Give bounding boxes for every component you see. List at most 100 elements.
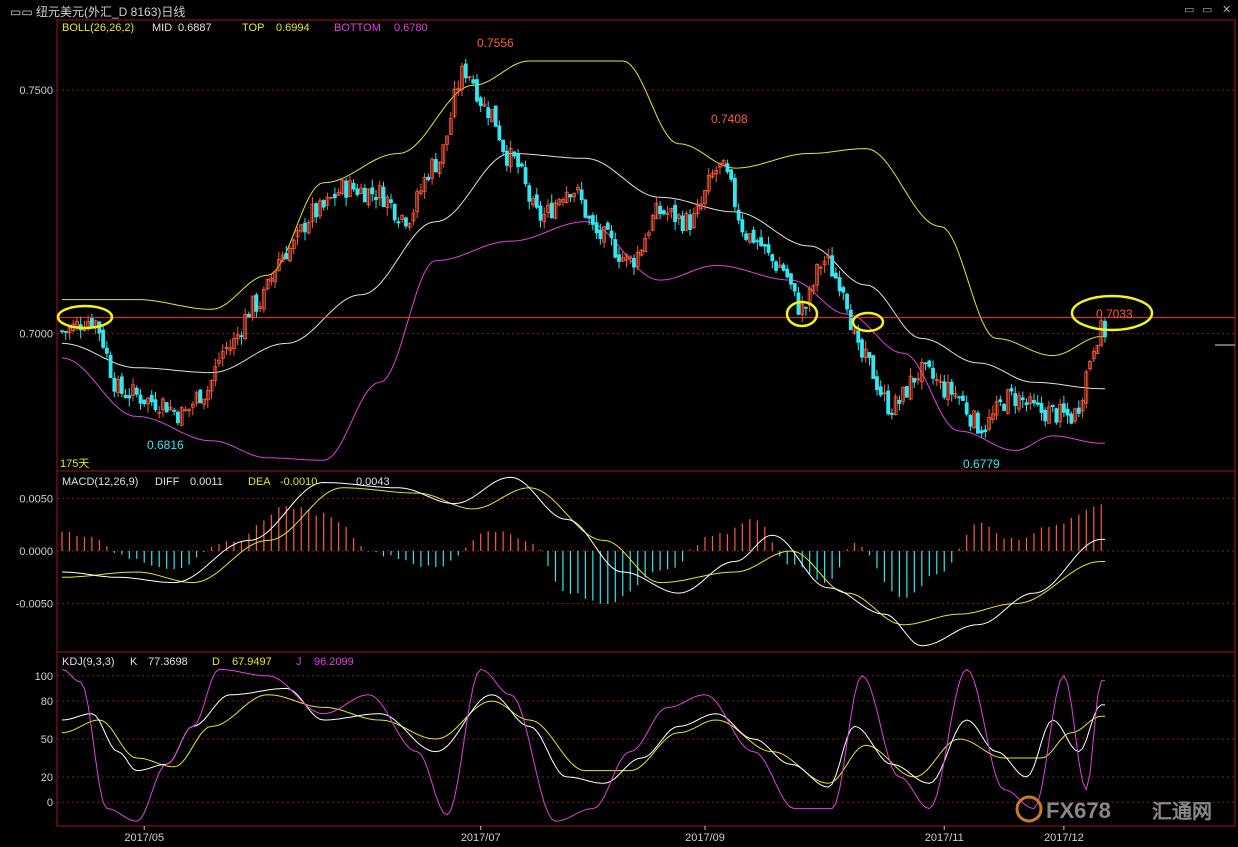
candle-body bbox=[699, 203, 704, 209]
candle-body bbox=[1099, 320, 1104, 346]
candle-body bbox=[1076, 407, 1081, 414]
close-icon[interactable]: ✕ bbox=[1222, 4, 1232, 16]
candle-body bbox=[826, 255, 831, 259]
candle-body bbox=[314, 203, 319, 218]
boll-bottom-line bbox=[61, 221, 1105, 461]
candle-body bbox=[1013, 393, 1018, 406]
candle-body bbox=[927, 360, 932, 367]
candle-body bbox=[273, 270, 277, 282]
candle-body bbox=[460, 65, 464, 90]
price-tick-label: 0.7000 bbox=[19, 329, 53, 341]
highlight-ellipse-4 bbox=[1070, 294, 1154, 332]
kdj-tick-label: 20 bbox=[41, 772, 53, 784]
candle-body bbox=[751, 229, 756, 243]
candle-body bbox=[706, 174, 711, 192]
candle-body bbox=[220, 350, 225, 360]
candle-body bbox=[531, 197, 535, 206]
macd-diff-line bbox=[61, 476, 1105, 647]
candle-body bbox=[1009, 388, 1014, 392]
candle-body bbox=[916, 378, 920, 381]
candle-body bbox=[119, 376, 124, 394]
candle-body bbox=[478, 97, 483, 106]
candle-body bbox=[441, 144, 446, 164]
candle-body bbox=[172, 409, 177, 412]
candle-body bbox=[972, 410, 977, 429]
candle-body bbox=[280, 254, 285, 263]
candle-body bbox=[733, 177, 737, 208]
minimize-icon[interactable]: ▭ bbox=[1184, 4, 1195, 16]
candle-body bbox=[332, 193, 337, 199]
candle-body bbox=[321, 199, 326, 208]
candle-body bbox=[747, 233, 752, 243]
candle-body bbox=[957, 396, 962, 399]
kdj-j-label: J bbox=[296, 656, 302, 668]
candle-body bbox=[714, 169, 719, 175]
candle-body bbox=[190, 403, 195, 408]
candle-body bbox=[818, 266, 823, 269]
candle-body bbox=[897, 400, 902, 404]
candle-body bbox=[471, 79, 476, 84]
candle-body bbox=[650, 215, 655, 231]
candle-body bbox=[344, 180, 349, 198]
macd-value: 0.0043 bbox=[356, 476, 390, 488]
macd-name: MACD(12,26,9) bbox=[62, 476, 138, 488]
candle-body bbox=[755, 240, 760, 243]
candle-body bbox=[549, 202, 554, 219]
macd-panel bbox=[61, 476, 1105, 647]
candle-body bbox=[138, 394, 143, 404]
candle-body bbox=[475, 79, 479, 102]
candle-body bbox=[157, 411, 162, 414]
candle-body bbox=[789, 273, 793, 285]
candle-body bbox=[355, 188, 360, 196]
candle-body bbox=[146, 397, 150, 405]
candle-body bbox=[261, 288, 266, 310]
window-title: ▭▭ 纽元美元(外汇_D 8163)日线 bbox=[10, 5, 186, 19]
highlight-ellipse-1 bbox=[56, 304, 114, 330]
candle-body bbox=[777, 264, 782, 268]
watermark-logo-icon bbox=[1015, 795, 1043, 823]
candle-body bbox=[833, 272, 838, 279]
boll-top-label: TOP bbox=[242, 22, 264, 34]
candle-body bbox=[452, 88, 457, 117]
kdj-k-line bbox=[61, 687, 1105, 788]
candle-body bbox=[949, 381, 954, 395]
candle-body bbox=[605, 222, 610, 230]
candle-body bbox=[418, 190, 423, 194]
candle-body bbox=[404, 217, 408, 227]
high-label-1: 0.7556 bbox=[477, 36, 514, 50]
candle-body bbox=[1054, 408, 1059, 423]
candle-body bbox=[654, 203, 659, 220]
candle-body bbox=[104, 347, 109, 354]
candle-body bbox=[422, 176, 427, 192]
watermark: FX678 汇通网 bbox=[1015, 795, 1212, 823]
candle-body bbox=[908, 375, 913, 400]
candle-body bbox=[673, 204, 677, 223]
candle-body bbox=[194, 392, 199, 404]
candle-body bbox=[318, 200, 322, 217]
candle-body bbox=[164, 402, 169, 413]
candle-body bbox=[979, 430, 984, 434]
candle-body bbox=[729, 169, 734, 180]
candle-body bbox=[389, 199, 393, 203]
candle-body bbox=[258, 306, 263, 309]
candle-body bbox=[179, 407, 184, 426]
candle-body bbox=[116, 378, 120, 393]
boll-bottom-label: BOTTOM bbox=[334, 22, 381, 34]
candle-body bbox=[579, 189, 584, 201]
candle-body bbox=[351, 182, 356, 190]
candle-body bbox=[602, 226, 606, 243]
candle-body bbox=[1073, 408, 1077, 422]
candle-body bbox=[553, 202, 558, 219]
candle-body bbox=[400, 214, 405, 221]
candle-body bbox=[740, 219, 745, 233]
candle-body bbox=[325, 196, 330, 206]
candle-body bbox=[871, 355, 876, 379]
candle-body bbox=[568, 194, 573, 198]
candle-body bbox=[1032, 399, 1036, 404]
candle-body bbox=[430, 158, 434, 179]
candle-body bbox=[396, 221, 401, 224]
boll-bottom-value: 0.6780 bbox=[394, 22, 428, 34]
boll-top-value: 0.6994 bbox=[276, 22, 310, 34]
restore-icon[interactable]: ▭ bbox=[1202, 4, 1213, 16]
